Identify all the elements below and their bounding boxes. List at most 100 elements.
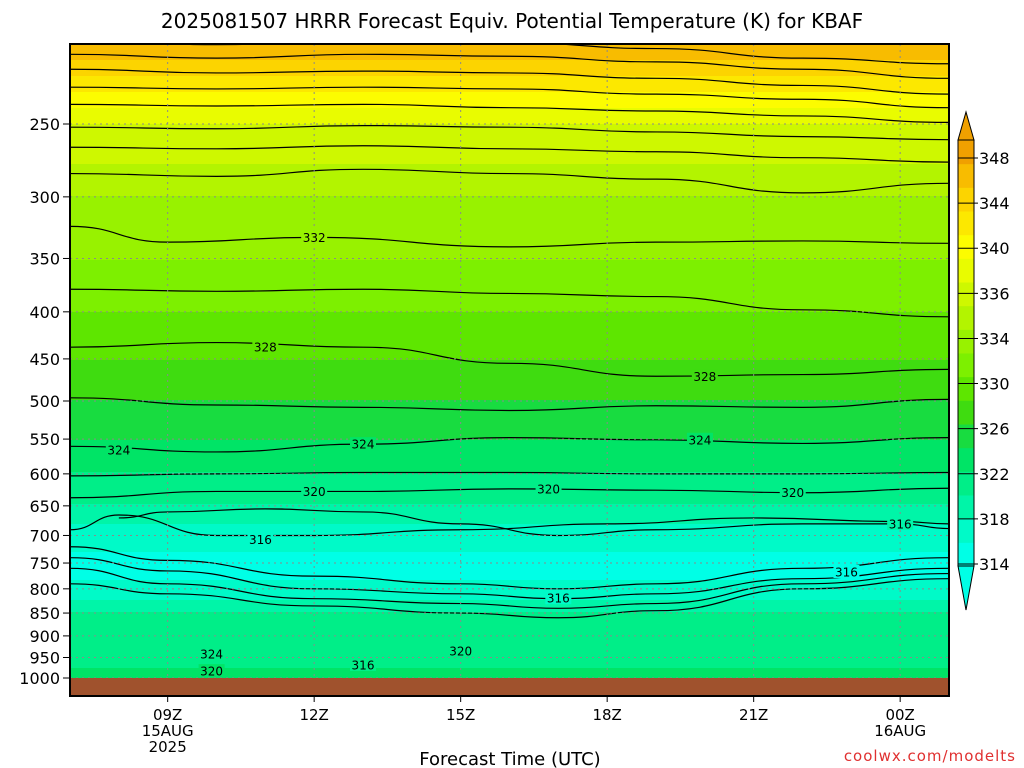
contour-label: 320: [303, 485, 326, 499]
contour-label-bg: [105, 442, 132, 456]
colorbar-frame: [957, 139, 975, 567]
theta-e-band: [70, 452, 949, 457]
contour-line: [70, 288, 949, 318]
theta-e-band: [70, 172, 949, 177]
theta-e-band: [70, 84, 949, 89]
theta-e-band: [70, 116, 949, 121]
x-tick-label: 2025: [149, 738, 187, 756]
theta-e-band: [70, 224, 949, 229]
plot-frame: [69, 43, 950, 697]
contour-label-bg: [535, 481, 562, 495]
theta-e-band: [70, 76, 949, 81]
contour-label-bg: [691, 369, 718, 383]
colorbar-segment: [958, 424, 974, 449]
theta-e-band: [70, 48, 949, 53]
colorbar-label: 326: [979, 420, 1010, 439]
contour-line: [70, 514, 949, 537]
contour-label-bg: [198, 647, 225, 661]
theta-e-band: [70, 308, 949, 313]
theta-e-band: [70, 592, 949, 597]
theta-e-band: [70, 360, 949, 365]
theta-e-band: [70, 428, 949, 433]
theta-e-band: [70, 232, 949, 237]
contour-label: 316: [547, 592, 570, 606]
theta-e-band: [70, 564, 949, 569]
x-tick-label: 21Z: [739, 706, 768, 724]
theta-e-band: [70, 156, 949, 161]
theta-e-band: [70, 648, 949, 653]
theta-e-band: [70, 344, 949, 349]
theta-e-band: [70, 324, 949, 329]
theta-e-band: [70, 612, 949, 617]
theta-e-band: [70, 476, 949, 481]
theta-e-band: [70, 304, 949, 309]
filled-contour-bands: [70, 44, 949, 696]
contour-lines: [70, 44, 949, 619]
theta-e-band: [70, 52, 949, 57]
contour-label-bg: [247, 532, 274, 546]
theta-e-band: [70, 368, 949, 373]
contour-label: 316: [889, 517, 912, 531]
colorbar-segment: [958, 234, 974, 259]
theta-e-band: [70, 108, 949, 113]
colorbar-segment: [958, 471, 974, 496]
theta-e-band: [70, 236, 949, 241]
y-tick-label: 450: [29, 350, 60, 369]
colorbar-label: 330: [979, 375, 1010, 394]
theta-e-band: [70, 384, 949, 389]
theta-e-band: [70, 532, 949, 537]
contour-label-bg: [252, 340, 279, 354]
colorbar-label: 336: [979, 284, 1010, 303]
theta-e-band: [70, 464, 949, 469]
theta-e-band: [70, 668, 949, 673]
theta-e-band: [70, 540, 949, 545]
theta-e-band: [70, 628, 949, 633]
contour-line: [70, 86, 949, 109]
theta-e-band: [70, 220, 949, 225]
theta-e-band: [70, 148, 949, 153]
theta-e-band: [70, 144, 949, 149]
colorbar-label: 318: [979, 510, 1010, 529]
y-tick-label: 950: [29, 649, 60, 668]
theta-e-band: [70, 276, 949, 281]
theta-e-band: [70, 104, 949, 109]
theta-e-band: [70, 268, 949, 273]
theta-e-band: [70, 120, 949, 125]
theta-e-band: [70, 580, 949, 585]
contour-line: [70, 546, 949, 590]
contour-label: 328: [693, 370, 716, 384]
x-axis-label: Forecast Time (UTC): [419, 749, 600, 768]
theta-e-band: [70, 216, 949, 221]
theta-e-band: [70, 100, 949, 105]
contour-label-bg: [779, 485, 806, 499]
contour-label: 332: [303, 231, 326, 245]
contour-label: 324: [200, 648, 223, 662]
contour-line: [70, 168, 949, 194]
theta-e-band: [70, 576, 949, 581]
y-tick-label: 500: [29, 392, 60, 411]
contour-label-bg: [447, 644, 474, 658]
theta-e-band: [70, 124, 949, 129]
ground-surface: [70, 678, 949, 696]
theta-e-band: [70, 180, 949, 185]
y-axis: 250 300 350 400 450 500 550 600 650 700 750 800 850 9…: [19, 115, 70, 688]
theta-e-band: [70, 560, 949, 565]
y-tick-label: 800: [29, 580, 60, 599]
theta-e-band: [70, 332, 949, 337]
theta-e-band: [70, 444, 949, 449]
theta-e-band: [70, 440, 949, 445]
colorbar-segment: [958, 163, 974, 188]
contour-label: 320: [537, 482, 560, 496]
theta-e-band: [70, 288, 949, 293]
theta-e-band: [70, 644, 949, 649]
colorbar: 314 318 322 326 330 334 336 340 344 348: [957, 110, 1010, 611]
theta-e-band: [70, 152, 949, 157]
contour-line: [70, 341, 949, 377]
theta-e-band: [70, 328, 949, 333]
theta-e-band: [70, 660, 949, 665]
theta-e-band: [70, 252, 949, 257]
theta-e-band: [70, 228, 949, 233]
colorbar-extend-min: [957, 565, 975, 611]
theta-e-band: [70, 520, 949, 525]
